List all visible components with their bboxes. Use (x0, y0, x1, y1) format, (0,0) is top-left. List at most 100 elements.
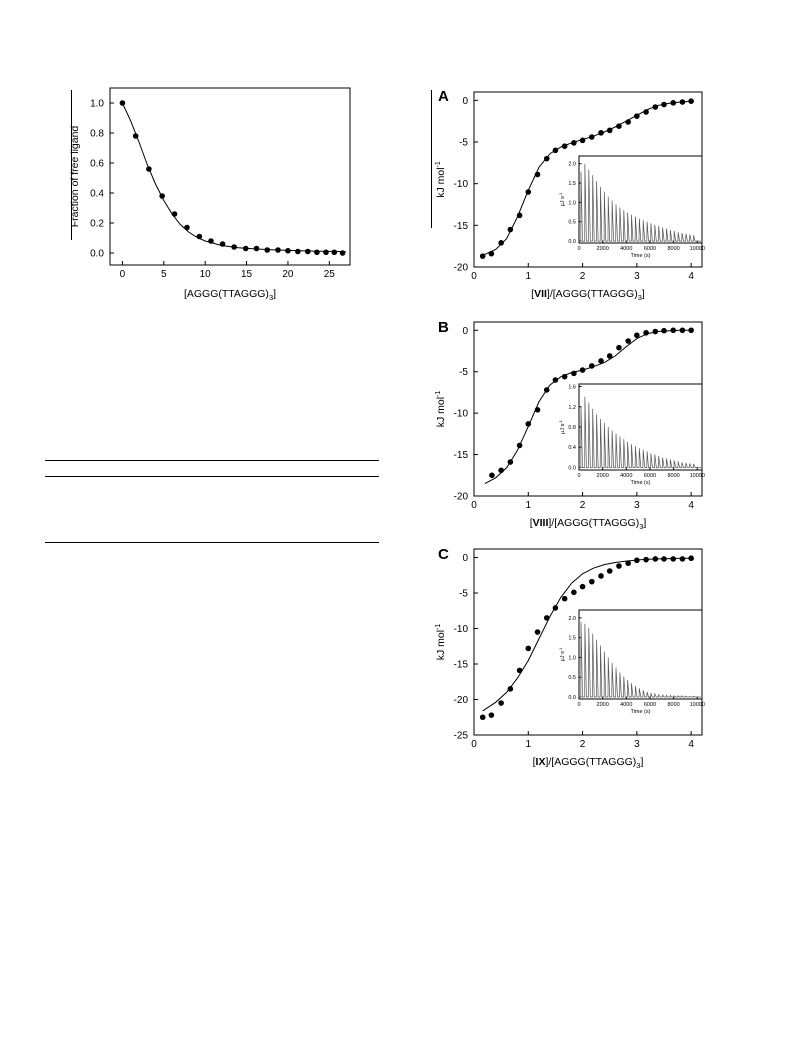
panel-b-data-point (670, 327, 677, 334)
panel-b-data-point (589, 363, 595, 369)
fraction-data-point (275, 247, 281, 253)
panel-a-data-point (679, 99, 686, 105)
fraction-plot-frame (109, 87, 351, 266)
panel-c-inset-y-tick-label: 1.5 (568, 636, 576, 642)
panel-b-data-point (516, 442, 523, 449)
panel-c-inset-x-tick-label: 0 (577, 702, 580, 708)
panel-a-x-label-compound: VII (534, 288, 547, 300)
panel-c-data-point (634, 557, 640, 564)
panel-c-x-tick-label: 2 (580, 739, 586, 750)
panel-c-inset-x-tick-label: 2000 (597, 702, 609, 708)
panel-b-data-point (616, 344, 622, 351)
panel-c-data-point (625, 560, 631, 566)
panel-c-x-tick-label: 0 (471, 739, 477, 750)
fraction-data-point (323, 249, 329, 256)
panel-c-data-point (479, 714, 486, 721)
panel-c-y-tick-label: -10 (454, 624, 469, 635)
panel-a-x-label-close: ] (642, 288, 645, 300)
panel-b-x-tick-label: 4 (688, 500, 694, 511)
panel-a-inset-y-label-sup: -1 (558, 192, 563, 196)
fraction-x-tick-label: 5 (161, 269, 167, 280)
panel-c-inset-x-tick-label: 10000 (690, 702, 705, 708)
panel-b-data-point (534, 407, 541, 413)
fraction-data-point (132, 133, 139, 139)
panel-a-inset-x-tick-label: 6000 (644, 246, 656, 252)
panel-a-inset-y-tick-label: 0.0 (568, 239, 576, 245)
panel-a-y-axis-label: kJ mol-1 (435, 161, 447, 198)
fraction-y-tick-label: 1.0 (90, 99, 104, 110)
fraction-x-tick-label: 25 (324, 269, 336, 280)
panel-a-data-point (625, 119, 631, 125)
panel-c-data-point (561, 595, 568, 602)
panel-b-inset-thermogram (579, 396, 701, 468)
fraction-y-tick-label: 0.4 (90, 189, 104, 200)
panel-b-inset-x-tick-label: 6000 (644, 473, 656, 479)
panel-b-data-point (507, 459, 514, 465)
panel-b-x-label-close: ] (643, 517, 646, 529)
panel-c-y-label-main: kJ mol (435, 630, 447, 660)
panel-a-inset-y-label-main: µJ s (560, 196, 566, 206)
panel-c-data-point (543, 615, 550, 621)
panel-b-data-point (498, 467, 504, 474)
panel-b-x-label-open: [ (530, 517, 533, 529)
panel-c-inset-y-label-sup: -1 (558, 647, 563, 651)
panel-a-y-tick-label: 0 (462, 96, 468, 107)
fraction-data-point (295, 248, 301, 255)
panel-a-inset-x-axis-label: Time (s) (631, 253, 651, 259)
panel-b-data-point (634, 332, 640, 339)
fraction-x-tick-label: 15 (241, 269, 253, 280)
panel-b-x-label-sub: 3 (639, 522, 643, 531)
panel-a-inset-x-tick-label: 2000 (597, 246, 609, 252)
panel-b-x-label-compound: VIII (533, 517, 549, 529)
panel-c-inset-y-tick-label: 0.0 (568, 695, 576, 701)
panel-b-y-axis-label: kJ mol-1 (435, 391, 447, 428)
panel-b-y-tick-label: -20 (454, 492, 469, 503)
panel-a-y-label-sup: -1 (435, 161, 442, 167)
fraction-data-point (304, 248, 311, 255)
panel-c-data-point (652, 556, 659, 562)
panel-b-inset-x-tick-label: 2000 (597, 473, 609, 479)
fraction-x-axis-label: [AGGG(TTAGGG)3] (184, 288, 276, 302)
panel-a-inset-y-tick-label: 0.5 (568, 220, 576, 226)
fraction-data-point (171, 211, 178, 217)
panel-b-inset-x-tick-label: 4000 (620, 473, 632, 479)
panel-b-data-point (571, 370, 577, 377)
panel-c-x-label-compound: IX (536, 756, 546, 768)
panel-c-letter: C (438, 546, 449, 563)
panel-c-data-point (525, 645, 532, 652)
fraction-y-axis-label: Fraction of free ligand (69, 126, 81, 228)
panel-c-inset-x-tick-label: 8000 (667, 702, 679, 708)
panel-a-data-point (498, 240, 504, 246)
panel-b-inset-y-axis-label: µJ s-1 (558, 419, 566, 434)
panel-c-data-point (571, 589, 577, 596)
panel-c-x-label-dna: ]/[AGGG(TTAGGG) (545, 756, 636, 768)
panel-a-inset-y-axis-label: µJ s-1 (558, 192, 566, 207)
panel-a-inset-y-tick-label: 2.0 (568, 162, 576, 168)
panel-c-data-point (670, 556, 677, 562)
panel-a-x-tick-label: 4 (688, 271, 694, 282)
fraction-data-point (242, 245, 249, 252)
panel-a-inset-thermogram (579, 163, 701, 242)
panel-c-data-point (688, 555, 694, 562)
left-margin-rule (71, 90, 72, 240)
panel-a-data-point (688, 98, 694, 104)
panel-c-inset-y-axis-label: µJ s-1 (558, 647, 566, 662)
panel-a-y-tick-label: -15 (454, 221, 469, 232)
fraction-data-point (231, 244, 237, 250)
panel-b-x-tick-label: 0 (471, 500, 477, 511)
panel-a-data-point (543, 155, 550, 162)
panel-c-x-tick-label: 1 (526, 739, 532, 750)
fraction-x-label-sub: 3 (269, 293, 273, 302)
fraction-x-tick-label: 0 (120, 269, 126, 280)
panel-c-data-point (643, 556, 649, 563)
panel-c-data-point (616, 563, 622, 569)
panel-a-data-point (606, 127, 613, 134)
panel-b-data-point (688, 327, 694, 334)
panel-a-data-point (661, 101, 667, 108)
fraction-data-point (253, 245, 260, 252)
panel-c-inset-frame (578, 609, 703, 700)
panel-b-inset-y-tick-label: 0.8 (568, 425, 576, 431)
panel-b-inset-x-tick-label: 8000 (667, 473, 679, 479)
panel-b-data-point (661, 327, 667, 334)
